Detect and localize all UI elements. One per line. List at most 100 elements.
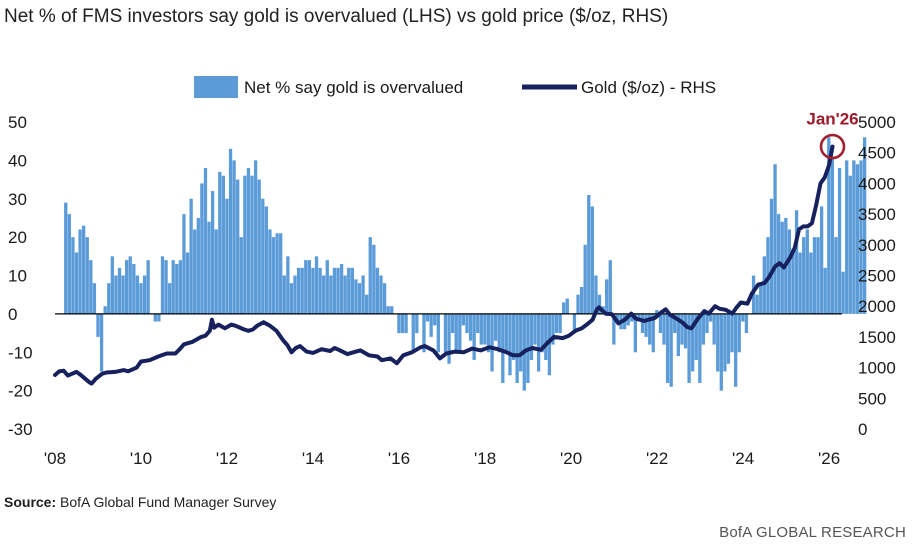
bar (146, 260, 150, 314)
bar (125, 260, 129, 314)
bar (228, 148, 233, 314)
bar (447, 313, 451, 364)
bar (160, 256, 165, 314)
bar (318, 267, 322, 314)
bar (429, 313, 433, 337)
bar (576, 294, 580, 314)
bar (264, 206, 269, 314)
bar (289, 283, 294, 314)
y-right-tick-label: 5000 (858, 113, 896, 132)
bar (465, 313, 469, 334)
bar (128, 256, 132, 314)
bar (200, 183, 204, 314)
bar (85, 237, 89, 314)
y-right-tick-label: 1000 (858, 359, 896, 378)
bar (357, 283, 362, 314)
bar (135, 275, 140, 314)
bar (741, 313, 745, 322)
bar (669, 313, 673, 387)
bar (773, 164, 777, 314)
bar (648, 313, 652, 345)
bar (490, 313, 494, 372)
bar (691, 313, 695, 372)
bar (658, 313, 663, 334)
bar (411, 313, 415, 353)
x-tick-label: '08 (44, 449, 66, 468)
bar (433, 313, 437, 326)
bar (612, 313, 616, 345)
bar (472, 313, 476, 360)
bar (64, 202, 68, 314)
bar (253, 160, 258, 314)
bar (716, 313, 720, 372)
bar (458, 313, 462, 353)
bar (74, 252, 79, 314)
bar (311, 267, 315, 314)
bar (322, 275, 326, 314)
y-left-tick-label: 20 (8, 228, 27, 247)
bar (250, 175, 254, 314)
bar (726, 313, 731, 364)
x-tick-label: '18 (474, 449, 496, 468)
bar (723, 313, 727, 372)
bar (791, 248, 795, 314)
bar (271, 237, 276, 314)
x-tick-label: '12 (216, 449, 238, 468)
bar (540, 313, 544, 353)
bar (662, 313, 666, 345)
bar (178, 260, 183, 314)
bar (89, 260, 93, 314)
bar (182, 214, 186, 314)
bar (221, 175, 226, 314)
bar (626, 313, 630, 326)
bar (368, 237, 372, 314)
bar (698, 313, 702, 383)
bar (203, 168, 208, 314)
x-tick-label: '22 (646, 449, 668, 468)
bars-layer (64, 137, 867, 391)
bar (565, 298, 569, 314)
bar (279, 233, 283, 314)
bar (701, 313, 706, 345)
bar (142, 275, 147, 314)
y-right-tick-label: 1500 (858, 328, 896, 347)
bar (382, 283, 387, 314)
bar (583, 244, 587, 314)
bar (712, 313, 716, 345)
bar (71, 237, 75, 314)
source-note: Source: BofA Global Fund Manager Survey (4, 494, 276, 510)
bar (207, 221, 211, 314)
bar (852, 160, 856, 314)
bar (185, 252, 190, 314)
bar (325, 260, 329, 314)
bar (859, 160, 863, 314)
bar (504, 313, 509, 353)
bar (508, 313, 512, 376)
bar (107, 283, 111, 314)
bar (519, 313, 523, 372)
bar (547, 313, 552, 376)
bar (819, 206, 824, 314)
bar (687, 313, 691, 383)
bar (167, 283, 172, 314)
bar (515, 313, 519, 383)
y-right-tick-label: 4500 (858, 144, 896, 163)
bar (694, 313, 698, 360)
bar (529, 313, 534, 360)
bar (307, 260, 311, 314)
bar (848, 175, 852, 314)
bar (210, 191, 215, 314)
bar (153, 313, 157, 322)
bar (615, 313, 620, 322)
bar (476, 313, 480, 334)
bar (536, 313, 541, 372)
bar (812, 237, 817, 314)
y-left-tick-label: -30 (8, 420, 33, 439)
bar (665, 313, 670, 383)
y-left-tick-label: -20 (8, 382, 33, 401)
bar (246, 168, 251, 314)
bar (286, 256, 290, 314)
y-left-tick-label: 10 (8, 267, 27, 286)
bar (845, 160, 849, 314)
